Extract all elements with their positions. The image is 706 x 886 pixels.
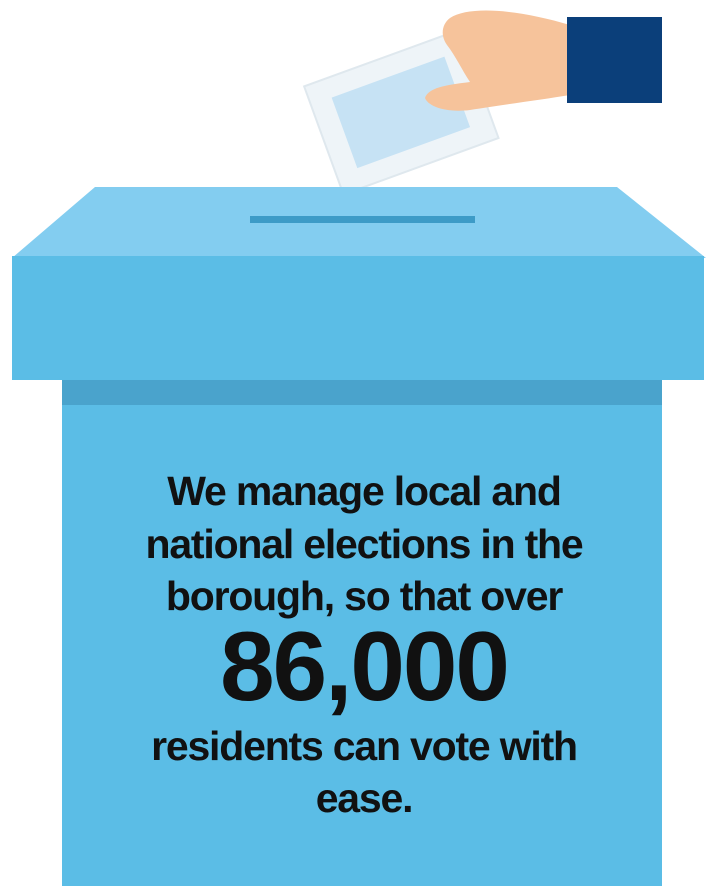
outro-line: residents can vote with — [151, 723, 577, 769]
ballot-slot — [250, 216, 475, 223]
hand — [425, 10, 570, 111]
outro-line: ease. — [316, 775, 413, 821]
intro-line: We manage local and — [167, 468, 560, 514]
lid-front — [12, 256, 704, 380]
box-shadow — [62, 380, 662, 405]
sleeve — [567, 17, 662, 103]
intro-line: national elections in the — [145, 521, 582, 567]
key-figure: 86,000 — [220, 611, 508, 721]
intro-line: borough, so that over — [166, 573, 563, 619]
box-body — [62, 380, 662, 886]
